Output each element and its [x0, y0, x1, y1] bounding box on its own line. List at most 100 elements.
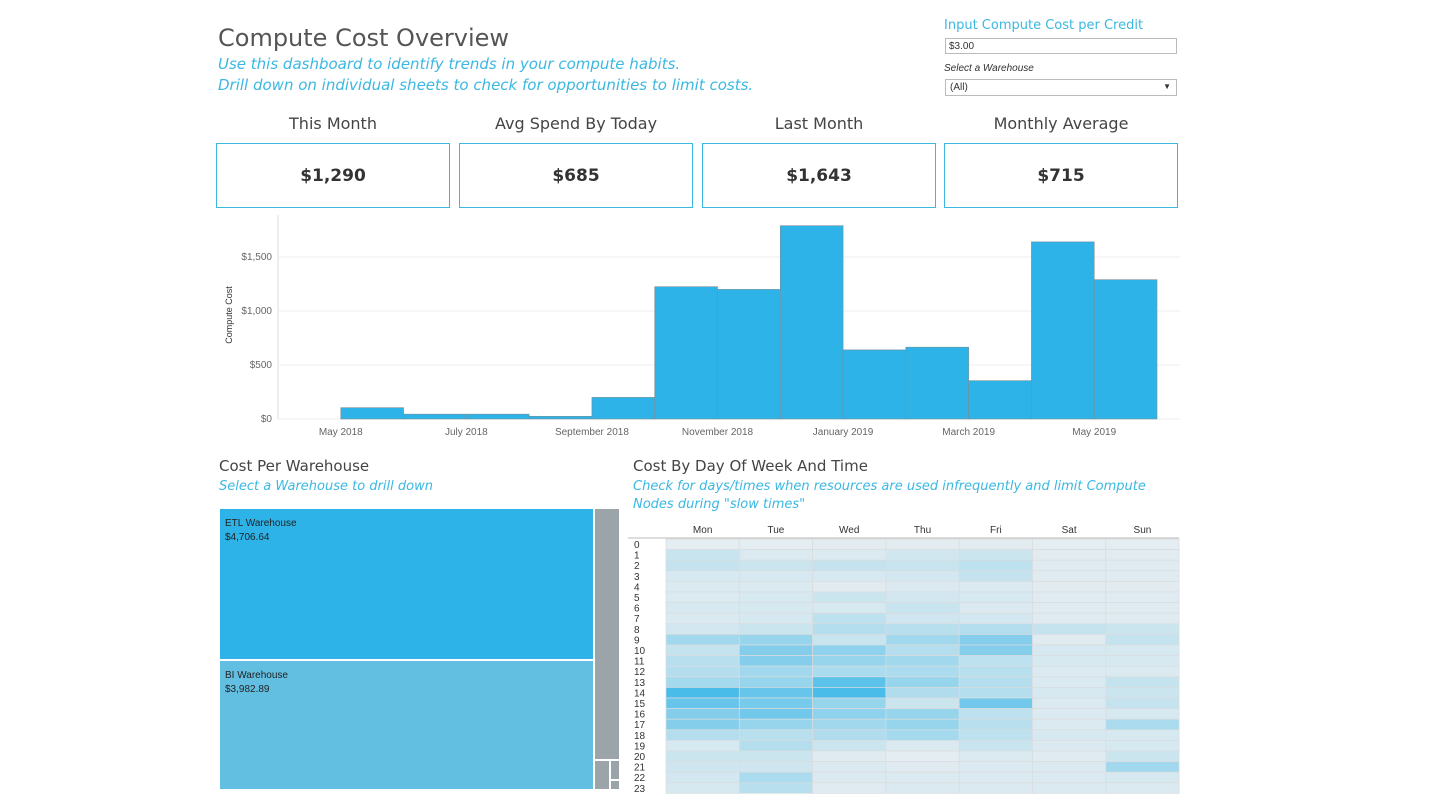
- heatmap-cell[interactable]: [738, 591, 813, 603]
- heatmap-cell[interactable]: [665, 665, 740, 678]
- heatmap-cell[interactable]: [812, 665, 887, 678]
- heatmap-cell[interactable]: [958, 687, 1033, 699]
- heatmap-cell[interactable]: [1032, 602, 1107, 614]
- heatmap-cell[interactable]: [665, 697, 740, 709]
- heatmap-cell[interactable]: [812, 644, 887, 656]
- kpi-card-monthly-average[interactable]: $715: [944, 143, 1178, 208]
- heatmap-cell[interactable]: [958, 644, 1033, 656]
- heatmap-cell[interactable]: [738, 665, 813, 678]
- heatmap-cell[interactable]: [958, 718, 1033, 731]
- heatmap-cell[interactable]: [1032, 687, 1107, 699]
- heatmap-cell[interactable]: [1032, 761, 1107, 773]
- heatmap-cell[interactable]: [738, 623, 813, 635]
- heatmap-cell[interactable]: [885, 740, 960, 752]
- bar[interactable]: [403, 413, 467, 420]
- bar[interactable]: [842, 349, 907, 420]
- heatmap-cell[interactable]: [1032, 697, 1107, 709]
- heatmap-cell[interactable]: [885, 729, 960, 741]
- heatmap-cell[interactable]: [1105, 591, 1180, 603]
- heatmap-cell[interactable]: [1105, 750, 1180, 762]
- heatmap-cell[interactable]: [1105, 761, 1180, 773]
- heatmap-cell[interactable]: [738, 634, 813, 646]
- heatmap-cell[interactable]: [665, 750, 740, 762]
- bar[interactable]: [466, 413, 530, 420]
- heatmap-cell[interactable]: [665, 591, 740, 603]
- heatmap-cell[interactable]: [958, 782, 1033, 794]
- heatmap-cell[interactable]: [958, 665, 1033, 678]
- heatmap-cell[interactable]: [958, 591, 1033, 603]
- heatmap-cell[interactable]: [812, 687, 887, 699]
- heatmap-cell[interactable]: [738, 612, 813, 625]
- heatmap-cell[interactable]: [738, 708, 813, 720]
- heatmap-cell[interactable]: [738, 740, 813, 752]
- heatmap-cell[interactable]: [1032, 644, 1107, 656]
- treemap-tile-bi-warehouse[interactable]: BI Warehouse $3,982.89: [219, 660, 594, 790]
- bar[interactable]: [968, 380, 1032, 420]
- heatmap-cell[interactable]: [665, 538, 740, 550]
- heatmap-cell[interactable]: [885, 771, 960, 784]
- heatmap-cell[interactable]: [812, 750, 887, 762]
- bar[interactable]: [717, 289, 781, 420]
- heatmap-cell[interactable]: [738, 771, 813, 784]
- heatmap-cell[interactable]: [885, 559, 960, 572]
- heatmap-cell[interactable]: [738, 570, 813, 582]
- treemap-tile-small[interactable]: [594, 760, 610, 790]
- heatmap-cell[interactable]: [812, 612, 887, 625]
- heatmap-cell[interactable]: [665, 623, 740, 635]
- heatmap-cell[interactable]: [958, 729, 1033, 741]
- heatmap-cell[interactable]: [958, 740, 1033, 752]
- heatmap-cell[interactable]: [812, 676, 887, 688]
- heatmap-cell[interactable]: [738, 655, 813, 667]
- heatmap-cell[interactable]: [1105, 602, 1180, 614]
- heatmap-cell[interactable]: [665, 644, 740, 656]
- heatmap-cell[interactable]: [1105, 708, 1180, 720]
- heatmap-cell[interactable]: [1032, 740, 1107, 752]
- heatmap-cell[interactable]: [812, 718, 887, 731]
- heatmap-cell[interactable]: [1105, 655, 1180, 667]
- heatmap-cell[interactable]: [812, 570, 887, 582]
- heatmap-cell[interactable]: [958, 676, 1033, 688]
- heatmap-cell[interactable]: [812, 708, 887, 720]
- heatmap-cell[interactable]: [958, 697, 1033, 709]
- heatmap-cell[interactable]: [885, 591, 960, 603]
- heatmap-cell[interactable]: [1105, 740, 1180, 752]
- heatmap-cell[interactable]: [958, 581, 1033, 593]
- heatmap-cell[interactable]: [958, 612, 1033, 625]
- heatmap-cell[interactable]: [738, 782, 813, 794]
- heatmap-cell[interactable]: [1032, 655, 1107, 667]
- heatmap-cell[interactable]: [885, 687, 960, 699]
- heatmap-cell[interactable]: [738, 687, 813, 699]
- heatmap-cell[interactable]: [812, 771, 887, 784]
- heatmap-cell[interactable]: [885, 581, 960, 593]
- heatmap-cell[interactable]: [812, 634, 887, 646]
- heatmap-cell[interactable]: [958, 623, 1033, 635]
- heatmap-cell[interactable]: [958, 634, 1033, 646]
- heatmap-cell[interactable]: [812, 729, 887, 741]
- heatmap-cell[interactable]: [1105, 644, 1180, 656]
- bar[interactable]: [654, 286, 718, 420]
- bar[interactable]: [340, 407, 404, 420]
- heatmap-cell[interactable]: [1105, 570, 1180, 582]
- heatmap-cell[interactable]: [885, 676, 960, 688]
- heatmap-cell[interactable]: [665, 771, 740, 784]
- heatmap-cell[interactable]: [885, 634, 960, 646]
- heatmap-cell[interactable]: [665, 761, 740, 773]
- heatmap-cell[interactable]: [1105, 549, 1180, 561]
- cost-by-day-heatmap[interactable]: Mon Tue Wed Thu Fri Sat Sun0123456789101112131…: [628, 522, 1180, 794]
- heatmap-cell[interactable]: [665, 676, 740, 688]
- heatmap-cell[interactable]: [885, 623, 960, 635]
- heatmap-cell[interactable]: [738, 581, 813, 593]
- heatmap-cell[interactable]: [958, 602, 1033, 614]
- heatmap-cell[interactable]: [958, 655, 1033, 667]
- heatmap-cell[interactable]: [812, 559, 887, 572]
- bar[interactable]: [905, 346, 969, 420]
- heatmap-cell[interactable]: [885, 697, 960, 709]
- heatmap-cell[interactable]: [958, 771, 1033, 784]
- kpi-card-last-month[interactable]: $1,643: [702, 143, 936, 208]
- heatmap-cell[interactable]: [885, 761, 960, 773]
- heatmap-cell[interactable]: [738, 718, 813, 731]
- heatmap-cell[interactable]: [738, 750, 813, 762]
- heatmap-cell[interactable]: [812, 538, 887, 550]
- heatmap-cell[interactable]: [1032, 708, 1107, 720]
- heatmap-cell[interactable]: [812, 740, 887, 752]
